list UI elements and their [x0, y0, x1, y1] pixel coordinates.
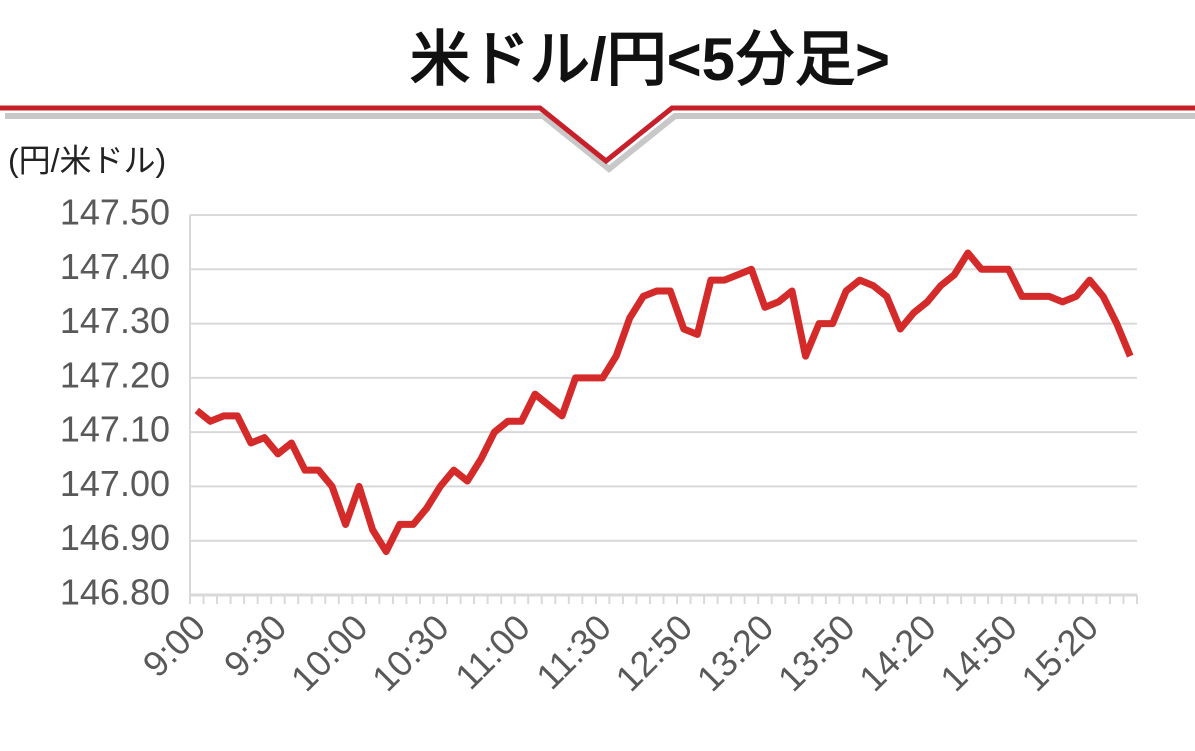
y-tick-label: 146.90: [60, 517, 170, 558]
y-tick-label: 147.30: [60, 300, 170, 341]
y-tick-label: 146.80: [60, 572, 170, 613]
x-tick-label: 12:50: [607, 606, 700, 699]
chart-title: 米ドル/円<5分足>: [410, 26, 890, 93]
x-tick-label: 10:00: [283, 606, 376, 699]
y-tick-label: 147.10: [60, 409, 170, 450]
y-tick-label: 147.00: [60, 463, 170, 504]
x-tick-label: 13:20: [689, 606, 782, 699]
x-tick-label: 11:00: [447, 606, 538, 697]
title-rule: [0, 105, 1195, 165]
x-tick-label: 14:20: [851, 606, 944, 699]
y-tick-label: 147.50: [60, 192, 170, 233]
series-line: [194, 249, 1134, 556]
x-tick-label: 15:20: [1013, 606, 1106, 699]
title-shadow: [5, 113, 1195, 173]
x-tick-label: 14:50: [932, 606, 1025, 699]
x-tick-label: 10:30: [364, 606, 457, 699]
x-tick-label: 9:30: [216, 606, 295, 685]
y-tick-label: 147.40: [60, 246, 170, 287]
x-tick-label: 13:50: [770, 606, 863, 699]
y-tick-label: 147.20: [60, 354, 170, 395]
y-axis-label: (円/米ドル): [8, 142, 166, 178]
x-tick-label: 9:00: [135, 606, 214, 685]
x-tick-label: 11:30: [528, 606, 619, 697]
